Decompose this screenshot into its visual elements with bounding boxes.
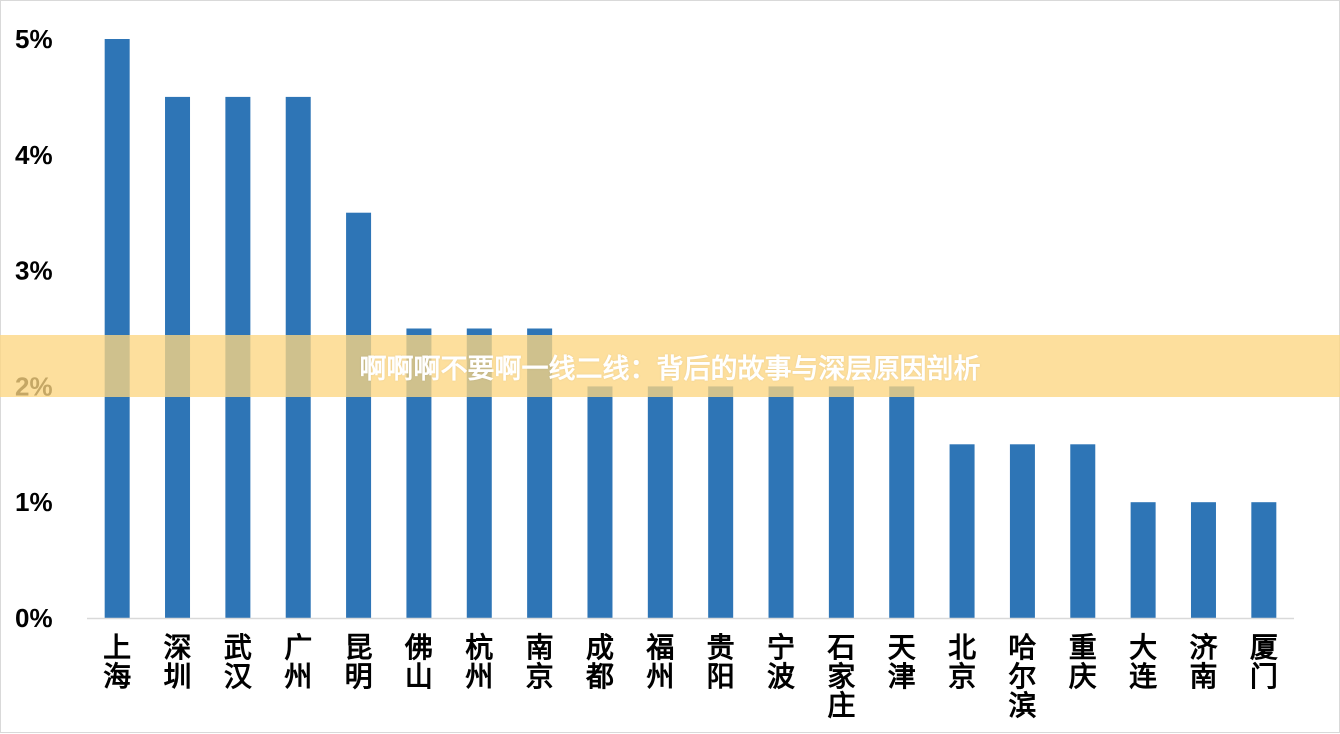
bar	[647, 386, 673, 618]
bar	[346, 212, 372, 618]
y-axis-ticks: 0%1%2%3%4%5%	[15, 24, 53, 633]
x-tick-label: 上海	[103, 631, 131, 693]
bar	[949, 444, 975, 618]
bar	[1009, 444, 1035, 618]
x-tick-label: 天津	[888, 631, 916, 693]
bar	[889, 386, 915, 618]
bar	[1070, 444, 1096, 618]
x-tick-label: 杭州	[465, 631, 493, 693]
bar	[1251, 502, 1277, 618]
bars	[104, 39, 1277, 618]
banner-title: 啊啊啊不要啊一线二线：背后的故事与深层原因剖析	[359, 353, 981, 385]
title-banner: 啊啊啊不要啊一线二线：背后的故事与深层原因剖析	[0, 335, 1340, 397]
y-tick-label: 0%	[15, 603, 53, 633]
x-tick-label: 昆明	[345, 631, 373, 693]
y-tick-label: 1%	[15, 487, 53, 517]
y-tick-label: 3%	[15, 256, 53, 286]
x-tick-label: 武汉	[224, 631, 253, 693]
bar	[587, 386, 613, 618]
bar	[104, 39, 130, 618]
x-tick-label: 厦门	[1250, 631, 1278, 693]
x-tick-label: 成都	[585, 631, 614, 693]
x-tick-label: 大连	[1129, 631, 1158, 693]
bar	[1190, 502, 1216, 618]
x-tick-label: 深圳	[164, 631, 192, 693]
y-tick-label: 4%	[15, 140, 53, 170]
x-tick-label: 广州	[284, 631, 312, 693]
bar	[708, 386, 734, 618]
bar	[828, 386, 854, 618]
x-tick-label: 佛山	[404, 631, 433, 693]
x-tick-label: 重庆	[1069, 631, 1097, 693]
x-tick-label: 北京	[948, 631, 976, 693]
x-tick-label: 南京	[526, 631, 554, 693]
bar	[1130, 502, 1156, 618]
x-tick-label: 宁波	[767, 631, 796, 693]
x-tick-label: 哈尔滨	[1008, 631, 1036, 722]
x-tick-label: 贵阳	[707, 631, 735, 693]
y-tick-label: 5%	[15, 24, 53, 54]
x-tick-label: 福州	[645, 631, 674, 693]
x-tick-label: 济南	[1189, 631, 1218, 693]
x-tick-label: 石家庄	[826, 631, 855, 722]
bar	[768, 386, 794, 618]
